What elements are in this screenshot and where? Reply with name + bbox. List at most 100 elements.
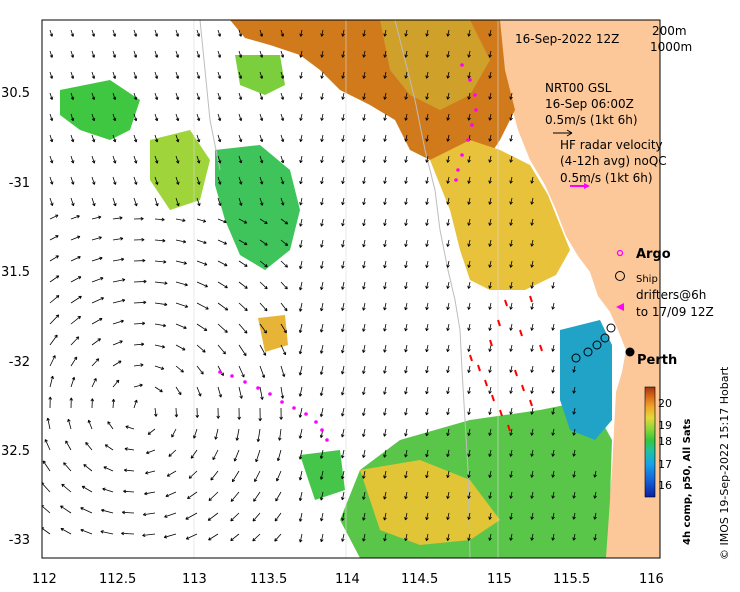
velocity-arrow <box>133 383 143 388</box>
velocity-arrow <box>63 462 72 472</box>
velocity-arrow <box>280 29 285 37</box>
velocity-arrow <box>90 398 95 409</box>
velocity-arrow <box>446 134 450 142</box>
velocity-arrow <box>133 216 144 221</box>
velocity-arrow <box>404 302 408 311</box>
velocity-arrow <box>341 176 345 185</box>
velocity-arrow <box>133 279 147 284</box>
velocity-arrow <box>509 407 513 415</box>
velocity-arrow <box>298 281 303 291</box>
velocity-arrow <box>217 176 222 185</box>
velocity-arrow <box>467 155 471 163</box>
velocity-arrow <box>404 407 408 416</box>
velocity-arrow <box>383 92 387 100</box>
velocity-arrow <box>488 491 492 499</box>
drifter-segment <box>519 329 523 337</box>
velocity-arrow <box>341 470 345 480</box>
sst-warm-patch <box>380 20 490 110</box>
velocity-arrow <box>383 365 387 374</box>
velocity-arrow <box>488 428 492 436</box>
velocity-arrow <box>446 449 450 458</box>
velocity-arrow <box>425 470 429 479</box>
velocity-arrow <box>112 360 122 367</box>
velocity-arrow <box>168 449 177 457</box>
velocity-arrow <box>146 449 156 455</box>
velocity-arrow <box>175 239 187 244</box>
velocity-arrow <box>467 344 471 352</box>
velocity-arrow <box>425 344 429 353</box>
velocity-arrow <box>530 386 534 394</box>
velocity-arrow <box>49 275 60 283</box>
velocity-arrow <box>446 281 450 289</box>
velocity-arrow <box>509 449 513 457</box>
velocity-arrow <box>49 214 59 220</box>
sst-green-patch <box>215 145 300 270</box>
velocity-arrow <box>196 281 208 288</box>
velocity-arrow <box>319 512 324 522</box>
x-axis-ticks: 112 112.5 113 113.5 114 114.5 115 115.5 … <box>32 572 664 587</box>
isobath-line <box>394 20 471 558</box>
velocity-arrow <box>190 449 198 459</box>
argo-track-dot <box>218 370 222 374</box>
velocity-arrow <box>188 470 198 479</box>
velocity-arrow <box>299 29 303 37</box>
map-plot-area <box>42 20 660 558</box>
velocity-arrow <box>551 512 555 520</box>
velocity-arrow <box>467 470 471 478</box>
velocity-arrow <box>133 399 138 409</box>
velocity-arrow <box>488 344 492 352</box>
velocity-arrow <box>530 428 534 436</box>
velocity-arrow <box>123 489 135 494</box>
velocity-arrow <box>341 323 345 333</box>
argo-legend-symbol <box>616 249 624 257</box>
velocity-arrow <box>425 197 429 205</box>
velocity-arrow <box>238 239 248 246</box>
velocity-arrow <box>530 281 534 289</box>
x-tick: 113.5 <box>250 572 287 587</box>
velocity-arrow <box>383 239 387 248</box>
velocity-arrow <box>572 449 576 457</box>
velocity-arrow <box>383 344 387 353</box>
velocity-arrow <box>256 428 261 442</box>
velocity-arrow <box>425 239 429 247</box>
velocity-arrow <box>362 344 366 353</box>
drifter-segment <box>477 364 481 372</box>
velocity-arrow <box>70 50 75 58</box>
velocity-arrow <box>488 71 492 79</box>
velocity-arrow <box>280 344 287 356</box>
velocity-arrow <box>320 533 324 543</box>
velocity-arrow <box>551 281 555 289</box>
velocity-arrow <box>280 260 288 268</box>
velocity-arrow <box>67 418 72 430</box>
velocity-arrow <box>509 533 513 541</box>
colorbar-tick: 18 <box>658 435 672 448</box>
velocity-arrows <box>42 29 597 543</box>
velocity-arrow <box>91 113 96 122</box>
velocity-arrow <box>196 260 208 266</box>
velocity-arrow <box>217 71 222 79</box>
velocity-arrow <box>404 197 408 205</box>
velocity-arrow <box>530 407 534 415</box>
velocity-arrow <box>509 134 513 142</box>
velocity-arrow <box>299 176 303 185</box>
velocity-arrow <box>174 407 179 418</box>
drifter-segment <box>529 295 533 303</box>
velocity-arrow <box>551 302 555 310</box>
velocity-arrow <box>467 29 471 37</box>
velocity-arrow <box>217 29 222 37</box>
sst-green-patch <box>235 55 285 95</box>
velocity-arrow <box>488 407 492 415</box>
velocity-arrow <box>446 470 450 479</box>
colorbar-tick: 16 <box>658 479 672 492</box>
velocity-arrow <box>154 134 159 143</box>
velocity-arrow <box>467 218 471 226</box>
velocity-arrow <box>509 260 513 268</box>
velocity-arrow <box>404 71 408 79</box>
velocity-arrow <box>112 216 123 220</box>
velocity-arrow <box>404 50 408 58</box>
argo-track-dot <box>314 420 318 424</box>
velocity-arrow <box>121 510 135 515</box>
velocity-arrow <box>404 344 408 353</box>
velocity-arrow <box>217 113 222 122</box>
velocity-arrow <box>166 470 177 477</box>
